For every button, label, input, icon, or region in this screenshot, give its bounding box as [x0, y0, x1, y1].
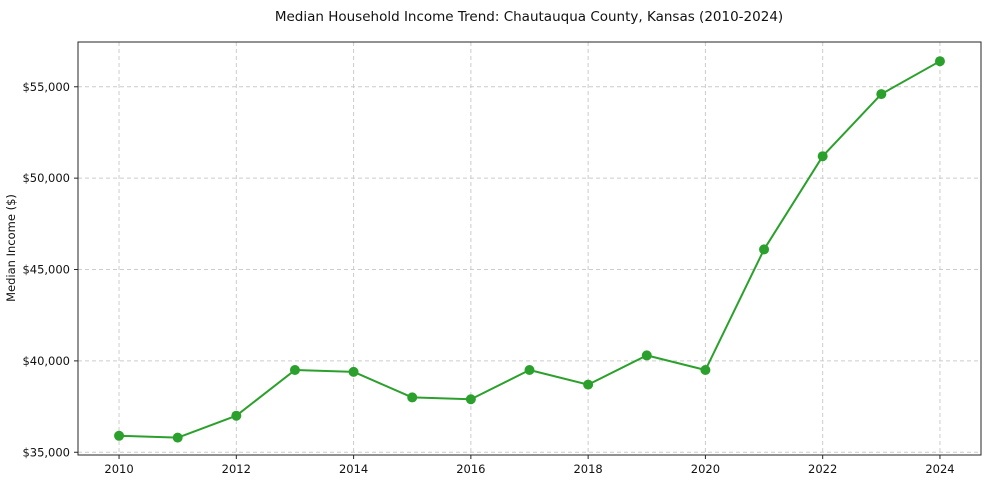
- x-tick-label: 2018: [573, 462, 602, 476]
- x-tick-label: 2022: [808, 462, 837, 476]
- data-point-marker: [114, 430, 125, 441]
- y-tick-label: $45,000: [22, 263, 70, 277]
- data-point-marker: [934, 56, 945, 67]
- data-point-marker: [348, 366, 359, 377]
- y-tick-label: $55,000: [22, 80, 70, 94]
- data-point-marker: [407, 392, 418, 403]
- y-tick-label: $40,000: [22, 354, 70, 368]
- x-tick-label: 2014: [339, 462, 368, 476]
- x-tick-label: 2012: [222, 462, 251, 476]
- data-point-marker: [817, 151, 828, 162]
- data-point-marker: [700, 365, 711, 376]
- data-point-marker: [759, 244, 770, 255]
- x-tick-label: 2016: [456, 462, 485, 476]
- data-point-marker: [172, 432, 183, 443]
- y-tick-label: $50,000: [22, 171, 70, 185]
- x-tick-label: 2020: [691, 462, 720, 476]
- data-point-marker: [231, 410, 242, 421]
- plot-border: [77, 41, 982, 456]
- y-tick-label: $35,000: [22, 445, 70, 459]
- trend-line: [118, 60, 941, 439]
- y-axis-label: Median Income ($): [4, 194, 18, 302]
- chart-title: Median Household Income Trend: Chautauqu…: [275, 9, 783, 25]
- data-point-marker: [876, 89, 887, 100]
- x-tick-label: 2024: [925, 462, 954, 476]
- data-point-marker: [524, 365, 535, 376]
- data-point-marker: [289, 365, 300, 376]
- data-point-marker: [583, 379, 594, 390]
- plot-area: 2010 2012 2014 2016 2018 2020 2022 2024 $35,000 $…: [22, 41, 982, 476]
- data-point-marker: [465, 394, 476, 405]
- data-point-marker: [641, 350, 652, 361]
- x-tick-label: 2010: [104, 462, 133, 476]
